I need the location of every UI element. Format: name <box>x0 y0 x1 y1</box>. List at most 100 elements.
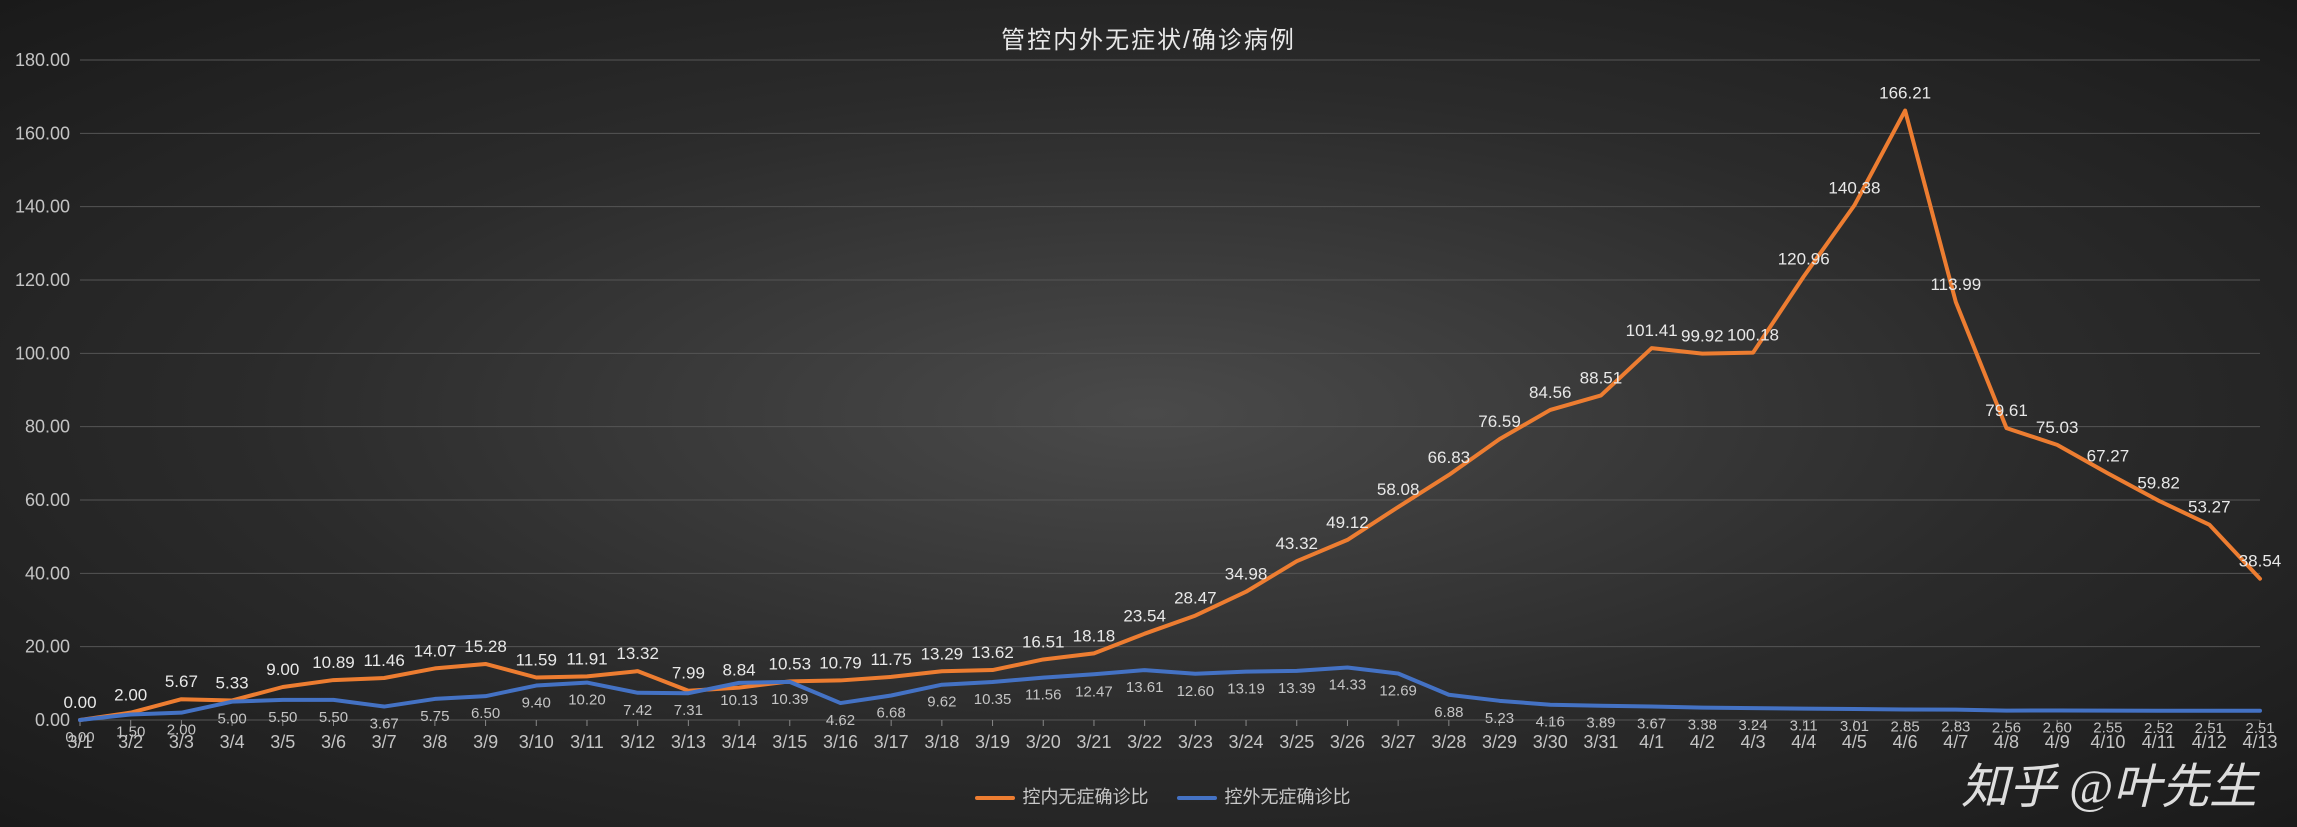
svg-text:101.41: 101.41 <box>1626 321 1678 340</box>
svg-text:3.67: 3.67 <box>370 716 399 733</box>
svg-text:4/4: 4/4 <box>1791 732 1816 752</box>
svg-text:80.00: 80.00 <box>25 417 70 437</box>
svg-text:100.00: 100.00 <box>15 343 70 363</box>
svg-text:20.00: 20.00 <box>25 637 70 657</box>
svg-text:3.24: 3.24 <box>1738 717 1767 734</box>
svg-text:2.00: 2.00 <box>167 722 196 739</box>
svg-text:3.38: 3.38 <box>1688 717 1717 734</box>
svg-text:3/10: 3/10 <box>519 732 554 752</box>
svg-text:3/9: 3/9 <box>473 732 498 752</box>
svg-text:10.13: 10.13 <box>720 692 758 709</box>
svg-text:2.85: 2.85 <box>1891 719 1920 736</box>
svg-text:3/24: 3/24 <box>1229 732 1264 752</box>
svg-text:13.19: 13.19 <box>1227 681 1265 698</box>
svg-text:3/27: 3/27 <box>1381 732 1416 752</box>
svg-text:4.16: 4.16 <box>1536 714 1565 731</box>
svg-text:11.46: 11.46 <box>364 651 405 670</box>
chart-container: 管控内外无症状/确诊病例 0.0020.0040.0060.0080.00100… <box>0 0 2297 827</box>
svg-text:5.75: 5.75 <box>420 708 449 725</box>
svg-text:5.50: 5.50 <box>319 709 348 726</box>
svg-text:0.00: 0.00 <box>65 729 94 746</box>
svg-text:3/12: 3/12 <box>620 732 655 752</box>
svg-text:12.69: 12.69 <box>1379 682 1417 699</box>
svg-text:10.35: 10.35 <box>974 691 1012 708</box>
svg-text:3.11: 3.11 <box>1790 718 1818 735</box>
svg-text:10.79: 10.79 <box>819 653 862 672</box>
svg-text:3/7: 3/7 <box>372 732 397 752</box>
svg-text:3/16: 3/16 <box>823 732 858 752</box>
svg-text:13.32: 13.32 <box>616 644 659 663</box>
svg-text:14.07: 14.07 <box>414 641 457 660</box>
svg-text:3/5: 3/5 <box>270 732 295 752</box>
svg-text:2.55: 2.55 <box>2093 720 2122 737</box>
svg-text:2.60: 2.60 <box>2043 719 2072 736</box>
svg-text:49.12: 49.12 <box>1326 513 1369 532</box>
svg-text:4/1: 4/1 <box>1639 732 1664 752</box>
svg-text:75.03: 75.03 <box>2036 418 2079 437</box>
svg-text:15.28: 15.28 <box>464 637 507 656</box>
svg-text:23.54: 23.54 <box>1123 607 1166 626</box>
svg-text:3/20: 3/20 <box>1026 732 1061 752</box>
svg-text:34.98: 34.98 <box>1225 565 1268 584</box>
svg-text:3/13: 3/13 <box>671 732 706 752</box>
svg-text:3/29: 3/29 <box>1482 732 1517 752</box>
svg-text:3/19: 3/19 <box>975 732 1010 752</box>
svg-text:67.27: 67.27 <box>2087 446 2130 465</box>
svg-text:14.33: 14.33 <box>1329 676 1367 693</box>
svg-text:60.00: 60.00 <box>25 490 70 510</box>
legend-label: 控外无症确诊比 <box>1225 787 1351 807</box>
svg-text:58.08: 58.08 <box>1377 480 1420 499</box>
svg-text:16.51: 16.51 <box>1022 632 1065 651</box>
svg-text:10.89: 10.89 <box>312 653 355 672</box>
svg-text:3/25: 3/25 <box>1279 732 1314 752</box>
svg-text:5.67: 5.67 <box>165 672 198 691</box>
svg-text:10.53: 10.53 <box>768 654 811 673</box>
svg-text:7.42: 7.42 <box>623 702 652 719</box>
svg-text:7.31: 7.31 <box>674 702 703 719</box>
svg-text:9.62: 9.62 <box>927 694 956 711</box>
svg-text:140.00: 140.00 <box>15 197 70 217</box>
svg-text:5.00: 5.00 <box>217 711 246 728</box>
svg-text:3/21: 3/21 <box>1076 732 1111 752</box>
svg-text:99.92: 99.92 <box>1681 327 1724 346</box>
chart-legend: 控内无症确诊比控外无症确诊比 <box>0 783 2297 809</box>
svg-text:3/11: 3/11 <box>570 732 604 752</box>
svg-text:2.51: 2.51 <box>2245 720 2274 737</box>
svg-text:6.68: 6.68 <box>877 705 906 722</box>
svg-text:3/17: 3/17 <box>874 732 909 752</box>
svg-text:4/3: 4/3 <box>1741 732 1766 752</box>
svg-text:5.50: 5.50 <box>268 709 297 726</box>
svg-text:7.99: 7.99 <box>672 664 705 683</box>
svg-text:3.89: 3.89 <box>1586 715 1615 732</box>
svg-text:40.00: 40.00 <box>25 563 70 583</box>
svg-text:11.91: 11.91 <box>566 649 607 668</box>
svg-text:6.88: 6.88 <box>1434 704 1463 721</box>
svg-text:5.33: 5.33 <box>216 673 249 692</box>
svg-text:180.00: 180.00 <box>15 50 70 70</box>
svg-text:2.51: 2.51 <box>2195 720 2224 737</box>
svg-text:120.00: 120.00 <box>15 270 70 290</box>
svg-text:4/2: 4/2 <box>1690 732 1715 752</box>
svg-text:13.62: 13.62 <box>971 643 1014 662</box>
svg-text:113.99: 113.99 <box>1930 275 1981 294</box>
svg-text:9.00: 9.00 <box>266 660 299 679</box>
svg-text:38.54: 38.54 <box>2239 552 2282 571</box>
svg-text:3/14: 3/14 <box>722 732 757 752</box>
svg-text:11.56: 11.56 <box>1025 687 1061 704</box>
svg-text:8.84: 8.84 <box>723 661 756 680</box>
svg-text:3.01: 3.01 <box>1840 718 1869 735</box>
svg-text:28.47: 28.47 <box>1174 589 1217 608</box>
svg-text:3/4: 3/4 <box>220 732 245 752</box>
svg-text:10.39: 10.39 <box>771 691 809 708</box>
legend-swatch <box>975 796 1015 800</box>
svg-text:140.38: 140.38 <box>1828 178 1880 197</box>
svg-text:166.21: 166.21 <box>1879 84 1931 103</box>
svg-text:5.23: 5.23 <box>1485 710 1514 727</box>
svg-text:9.40: 9.40 <box>522 695 551 712</box>
svg-text:100.18: 100.18 <box>1727 326 1779 345</box>
svg-text:12.47: 12.47 <box>1075 683 1113 700</box>
svg-text:2.00: 2.00 <box>114 686 147 705</box>
svg-text:13.39: 13.39 <box>1278 680 1316 697</box>
svg-text:0.00: 0.00 <box>35 710 70 730</box>
svg-text:3.67: 3.67 <box>1637 716 1666 733</box>
